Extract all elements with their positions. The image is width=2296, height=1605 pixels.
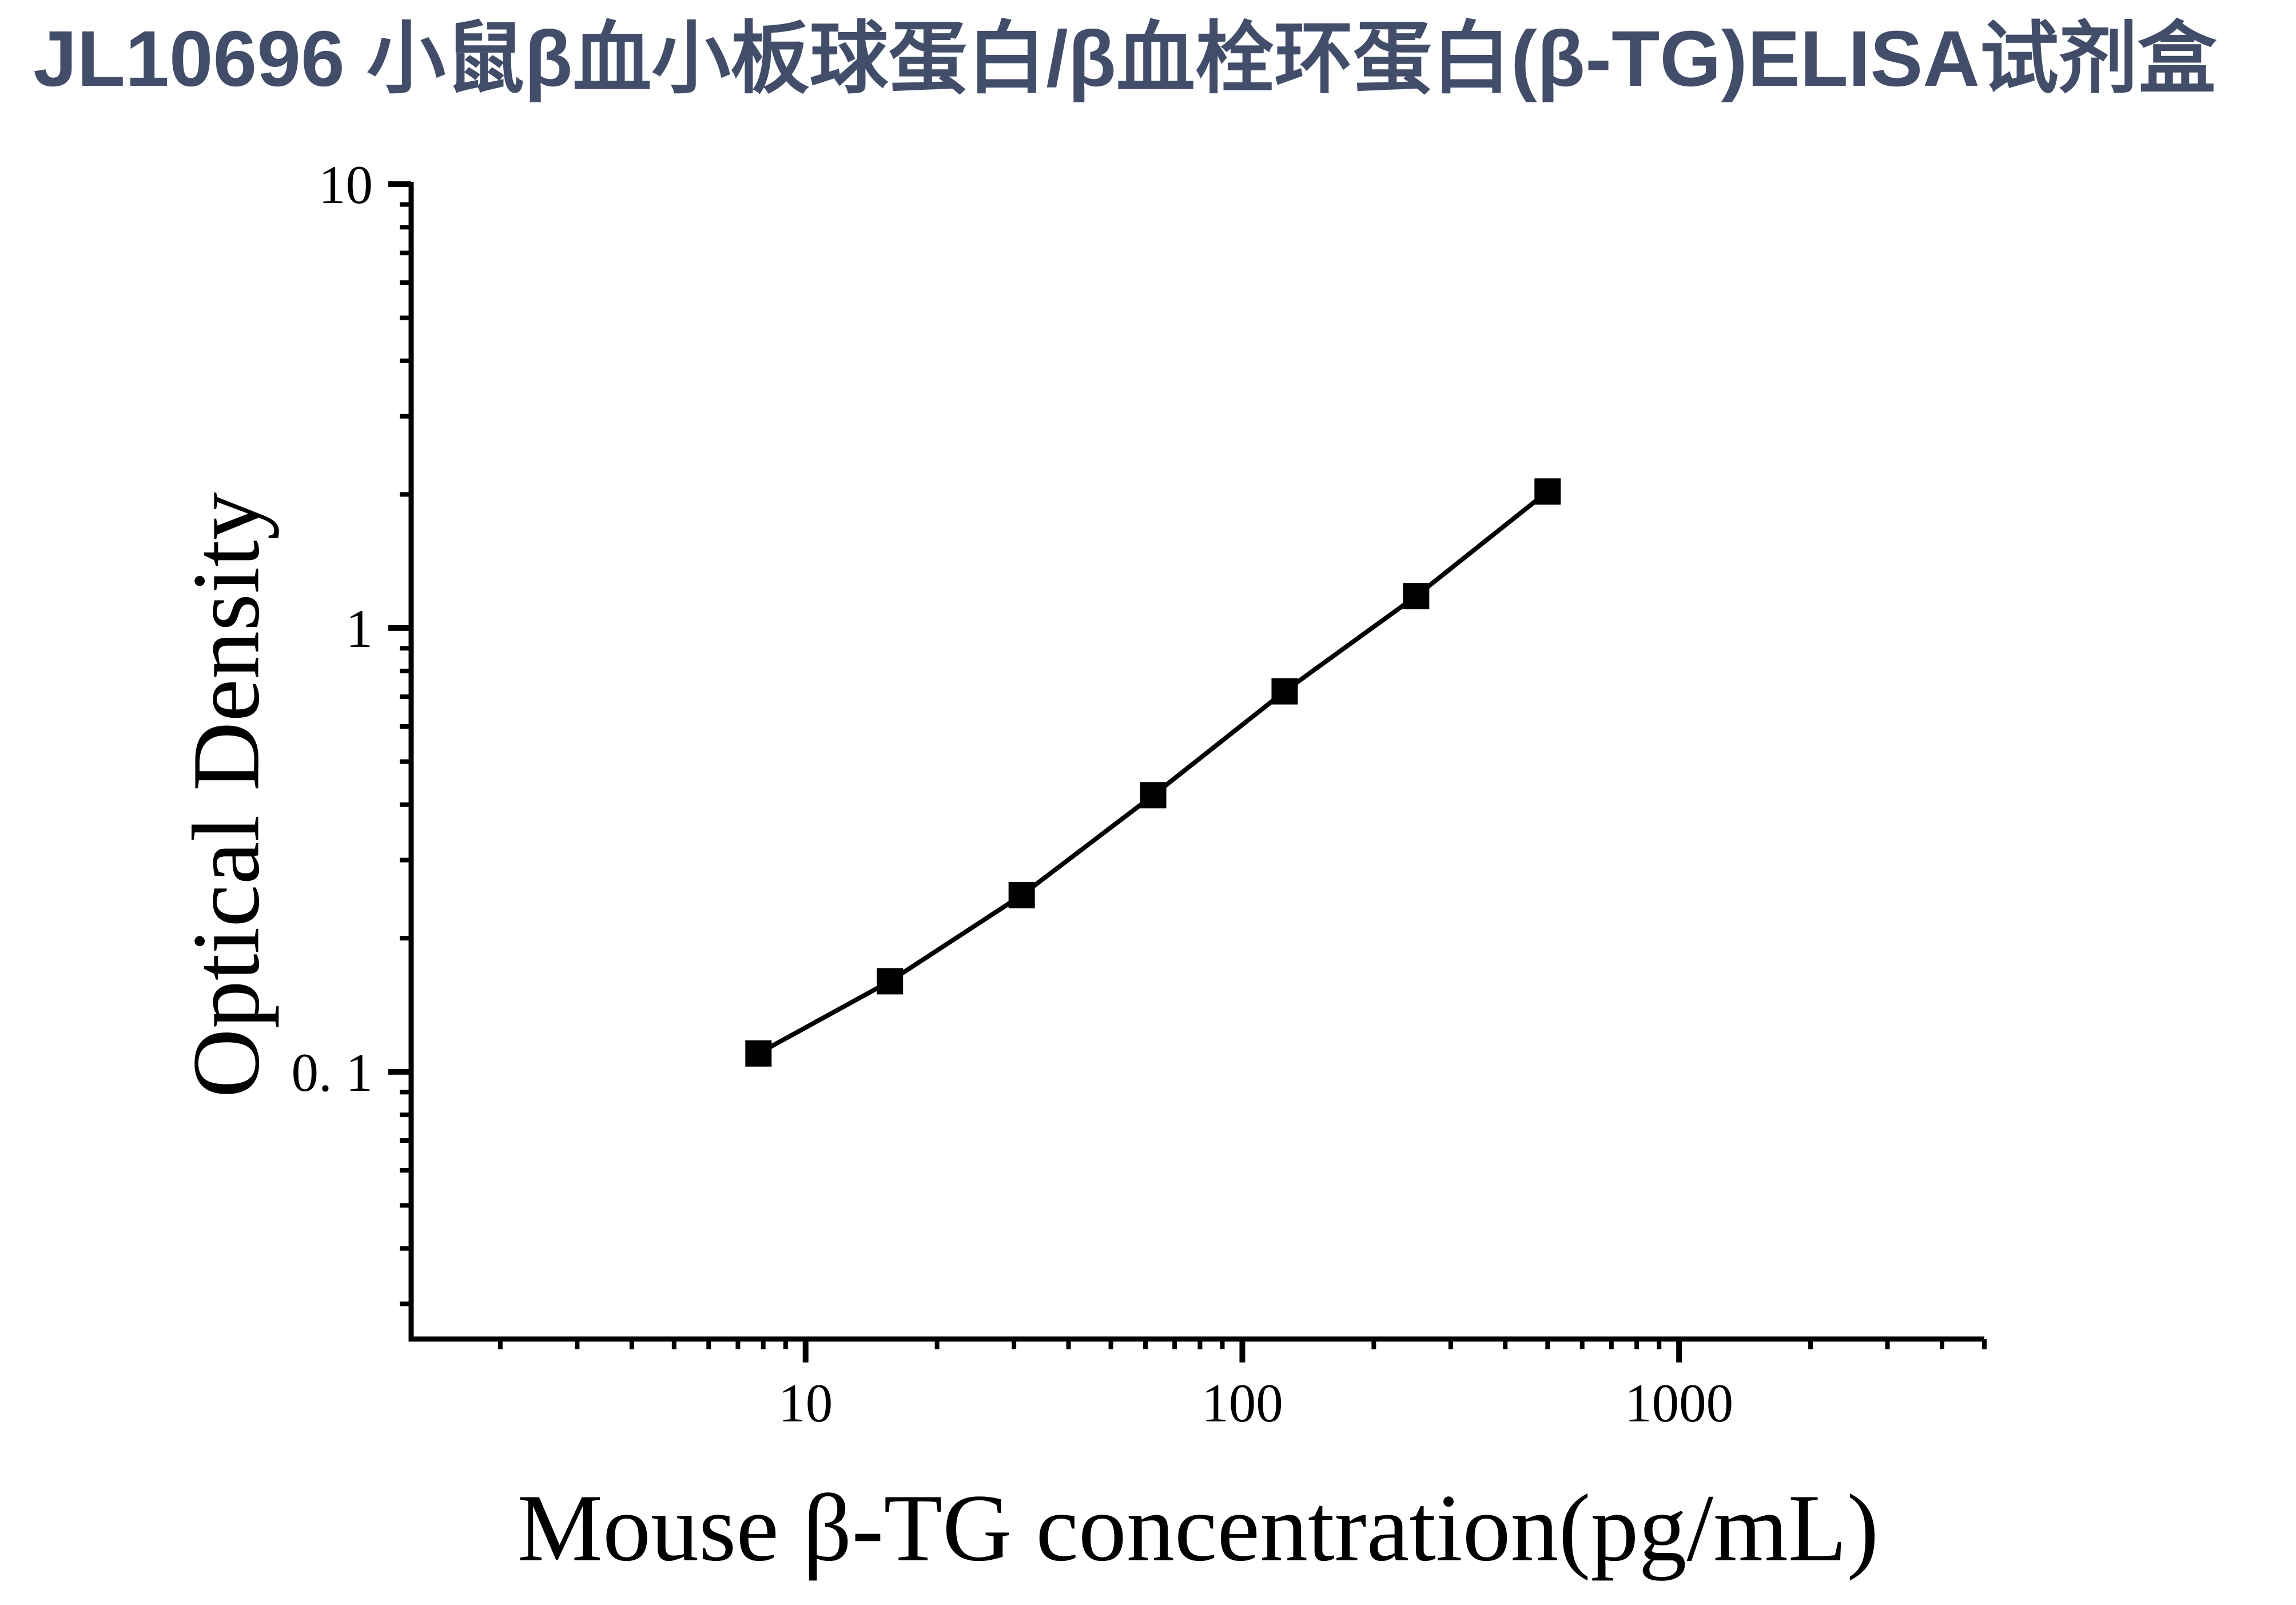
data-point-marker	[1403, 583, 1430, 610]
y-tick-label: 10	[319, 154, 373, 215]
y-axis-label: Optical Density	[173, 492, 280, 1098]
data-point-marker	[1534, 478, 1561, 505]
data-point-marker	[877, 968, 904, 995]
y-tick-label: 1	[346, 598, 373, 659]
data-point-marker	[1008, 882, 1035, 909]
x-tick-label: 10	[778, 1373, 833, 1433]
x-axis-label: Mouse β-TG concentration(pg/mL)	[517, 1475, 1879, 1582]
x-tick-label: 1000	[1625, 1373, 1733, 1433]
data-point-marker	[1271, 678, 1298, 705]
data-point-marker	[1140, 782, 1167, 809]
y-tick-label: 0. 1	[292, 1042, 373, 1103]
figure-title: JL10696 小鼠β血小板球蛋白/β血栓环蛋白(β-TG)ELISA试剂盒	[33, 15, 2217, 103]
data-point-marker	[745, 1040, 772, 1067]
x-tick-label: 100	[1201, 1373, 1283, 1433]
